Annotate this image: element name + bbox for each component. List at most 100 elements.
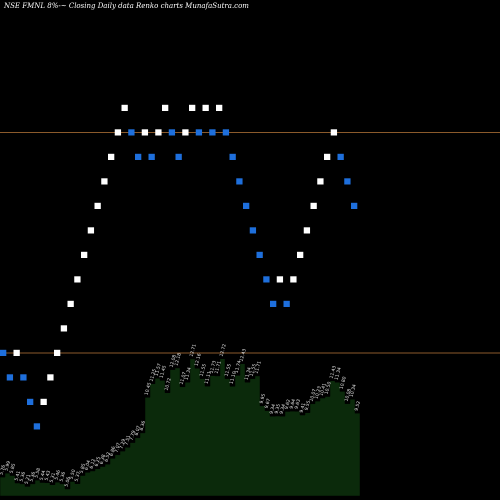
volume-label: 11.11 (204, 371, 213, 385)
volume-label: 5.36 (29, 471, 37, 482)
volume-label: 5.76 (0, 464, 7, 475)
volume-label: 5.43 (44, 470, 52, 481)
brick-up (290, 276, 297, 283)
brick-up (87, 227, 95, 234)
volume-label: 11.45 (159, 365, 168, 379)
brick-down (175, 153, 182, 160)
volume-label: 10.80 (339, 376, 348, 390)
brick-down (344, 178, 351, 185)
brick-up (13, 349, 20, 356)
volume-label: 10.45 (144, 382, 153, 396)
volume-label: 9.55 (304, 400, 312, 411)
volume-label: 8.36 (139, 420, 147, 431)
brick-down (337, 153, 344, 160)
brick-up (60, 325, 68, 332)
volume-fill (0, 358, 361, 497)
volume-area (0, 358, 361, 497)
brick-down (236, 178, 243, 185)
volume-label: 11.73 (209, 360, 218, 374)
brick-up (202, 104, 209, 111)
brick-down (6, 374, 14, 381)
brick-up (216, 104, 223, 111)
volume-label: 5.44 (39, 470, 47, 481)
volume-label: 6.86 (109, 446, 117, 457)
volume-label: 8.07 (134, 425, 142, 436)
volume-label: 10.72 (164, 377, 173, 391)
volume-label: 11.57 (154, 363, 163, 377)
volume-label: 9.63 (294, 398, 302, 409)
volume-label: 5.99 (4, 460, 12, 471)
volume-label: 5.41 (14, 470, 22, 481)
brick-up (47, 374, 54, 381)
volume-label: 5.36 (19, 471, 27, 482)
brick-up (297, 251, 304, 258)
brick-up (108, 153, 115, 160)
volume-label: 11.71 (214, 360, 223, 374)
volume-label: 5.36 (59, 471, 67, 482)
brick-up (114, 129, 122, 136)
brick-up (94, 202, 101, 209)
brick-down (148, 153, 155, 160)
brick-down (283, 300, 290, 307)
brick-up (189, 104, 196, 111)
volume-label: 11.10 (229, 371, 238, 385)
brick-up (54, 349, 61, 356)
volume-label: 12.08 (169, 354, 178, 368)
volume-label: 9.67 (264, 398, 272, 409)
volume-label: 7.79 (129, 430, 137, 441)
brick-down (27, 398, 34, 405)
volume-label: 12.71 (189, 343, 198, 357)
volume-label: 6.12 (89, 458, 97, 469)
volume-label: 10.07 (309, 388, 318, 402)
chart-title: NSE FMNL 8%-~ Closing Daily data Renko c… (4, 2, 249, 10)
volume-label: 9.41 (299, 402, 307, 413)
brick-down (128, 129, 135, 136)
brick-down (209, 129, 216, 136)
volume-label: 12.72 (219, 343, 228, 357)
volume-label: 6.25 (94, 456, 102, 467)
brick-down (0, 349, 7, 356)
volume-label: 6.52 (104, 451, 112, 462)
volume-label: 11.55 (249, 363, 258, 377)
brick-up (162, 104, 169, 111)
volume-label: 5.37 (74, 471, 82, 482)
volume-label: 7.07 (114, 442, 122, 453)
brick-down (222, 129, 230, 136)
volume-label: 10.34 (349, 384, 358, 398)
volume-label: 5.06 (64, 476, 72, 487)
brick-up (141, 129, 149, 136)
brick-up (303, 227, 311, 234)
volume-label: 10.08 (344, 388, 353, 402)
brick-up (40, 398, 47, 405)
volume-label: 9.52 (354, 400, 362, 411)
brick-up (276, 276, 284, 283)
volume-label: 12.43 (239, 348, 248, 362)
volume-label: 9.95 (259, 393, 267, 404)
volume-label: 11.43 (329, 365, 338, 379)
brick-down (229, 153, 236, 160)
renko-bricks (0, 104, 358, 430)
volume-label: 6.38 (99, 454, 107, 465)
brick-up (317, 178, 324, 185)
brick-up (81, 251, 88, 258)
volume-label: 7.51 (124, 434, 132, 445)
volume-label: 11.25 (149, 368, 158, 382)
volume-label: 5.50 (69, 469, 77, 480)
volume-label: 11.34 (334, 367, 343, 381)
brick-up (74, 276, 81, 283)
volume-label: 9.34 (269, 403, 277, 414)
volume-label: 9.64 (289, 398, 297, 409)
brick-up (310, 202, 317, 209)
brick-down (256, 251, 263, 258)
volume-labels: 5.765.995.855.415.365.215.365.585.445.43… (0, 343, 362, 487)
volume-label: 11.55 (199, 363, 208, 377)
brick-up (155, 129, 162, 136)
brick-down (263, 276, 270, 283)
volume-label: 11.07 (179, 371, 188, 385)
volume-label: 5.46 (54, 469, 62, 480)
volume-label: 10.23 (314, 385, 323, 399)
brick-down (135, 153, 142, 160)
volume-label: 6.04 (84, 459, 92, 470)
volume-label: 5.21 (24, 474, 32, 485)
